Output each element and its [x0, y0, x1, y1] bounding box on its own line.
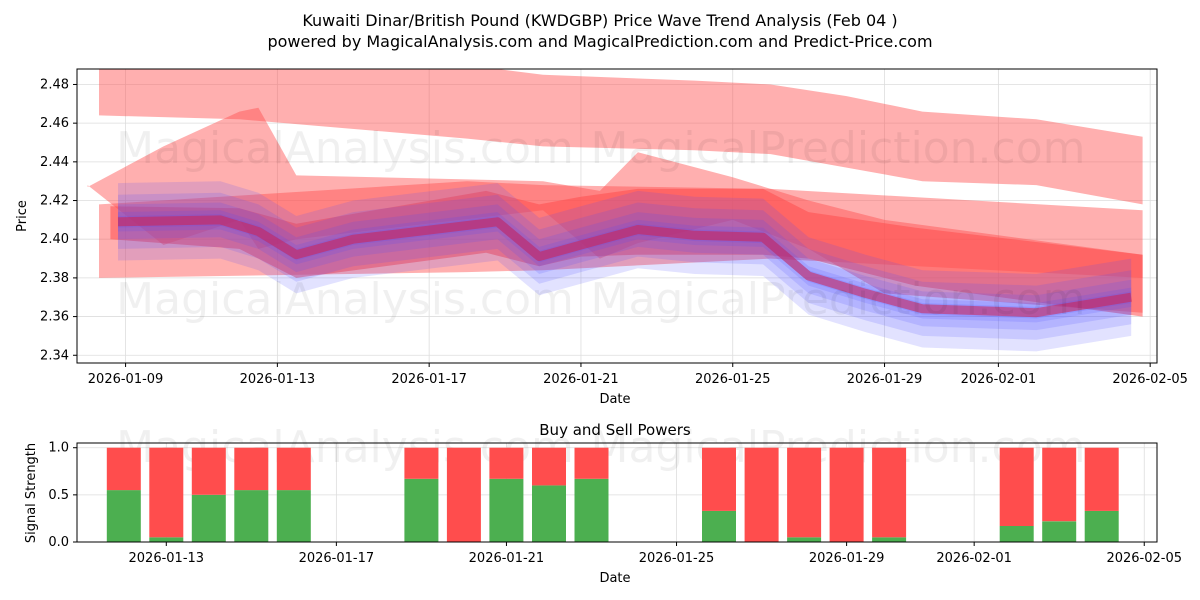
signal-xtick-label: 2026-01-17 [299, 551, 375, 566]
sell-bar [1084, 447, 1119, 511]
signal-ylabel: Signal Strength [24, 443, 39, 543]
signal-xtick-label: 2026-01-13 [129, 551, 205, 566]
price-ytick-label: 2.48 [40, 77, 69, 92]
sell-bar [106, 447, 141, 491]
watermark-analysis-mid: MagicalAnalysis.com [116, 274, 574, 325]
red-wave-band-1 [99, 69, 1143, 205]
price-xlabel: Date [599, 392, 630, 407]
blue-wave-band-1 [118, 181, 1132, 352]
signal-ytick-label: 1.0 [48, 441, 69, 456]
watermark-prediction-top: MagicalPrediction.com [591, 123, 1086, 174]
signal-xtick-label: 2026-01-25 [639, 551, 715, 566]
price-ytick-label: 2.36 [40, 310, 69, 325]
chart-title-line2: powered by MagicalAnalysis.com and Magic… [267, 32, 932, 51]
sell-bar [1042, 447, 1077, 522]
signal-bars [106, 447, 1119, 542]
price-ytick-label: 2.34 [40, 348, 69, 363]
sell-bar [276, 447, 311, 491]
signal-xtick-label: 2026-02-05 [1106, 551, 1182, 566]
buy-bar [489, 478, 524, 542]
sell-bar [574, 447, 609, 479]
sell-bar [702, 447, 736, 511]
sell-bar [787, 447, 822, 538]
signal-xtick-label: 2026-01-21 [469, 551, 545, 566]
signal-axes-frame [76, 442, 1158, 543]
price-xtick-label: 2026-01-21 [543, 372, 619, 387]
price-xtick-label: 2026-01-29 [847, 372, 923, 387]
buy-bar [532, 485, 566, 542]
price-axes-frame [76, 68, 1158, 364]
signal-ytick-label: 0.0 [48, 535, 69, 550]
price-xtick-label: 2026-01-13 [240, 372, 316, 387]
buy-bar [404, 478, 439, 542]
red-wave-band-4 [110, 188, 1143, 317]
signal-title: Buy and Sell Powers [539, 421, 691, 439]
buy-bar [574, 478, 609, 542]
signal-xtick-label: 2026-02-01 [936, 551, 1012, 566]
price-ytick-label: 2.44 [40, 155, 69, 170]
sell-bar [999, 447, 1034, 526]
buy-bar [149, 537, 184, 542]
sell-bar [149, 447, 184, 538]
signal-xlabel: Date [599, 571, 630, 586]
price-xtick-label: 2026-01-17 [391, 372, 467, 387]
price-xtick-label: 2026-01-09 [88, 372, 164, 387]
watermark-prediction-mid: MagicalPrediction.com [591, 274, 1086, 325]
signal-axis-ticks: 2026-01-13 2026-01-17 2026-01-21 2026-01-25… [48, 441, 1182, 566]
price-watermarks: MagicalAnalysis.com MagicalPrediction.co… [116, 123, 1085, 325]
buy-bar [787, 537, 822, 542]
price-axis-ticks: 2026-01-09 2026-01-13 2026-01-17 2026-01-21… [40, 77, 1188, 387]
sell-bar [872, 447, 907, 538]
sell-bar [489, 447, 524, 479]
price-ytick-label: 2.38 [40, 271, 69, 286]
signal-xtick-label: 2026-01-29 [809, 551, 885, 566]
price-ytick-label: 2.46 [40, 116, 69, 131]
sell-bar [404, 447, 439, 479]
price-ylabel: Price [15, 200, 30, 232]
blue-wave-band-2 [118, 192, 1132, 340]
buy-bar [999, 526, 1034, 542]
buy-bar [191, 494, 226, 542]
sell-bar [446, 447, 481, 542]
watermark-analysis-top: MagicalAnalysis.com [116, 123, 574, 174]
buy-bar [702, 510, 736, 542]
buy-bar [276, 490, 311, 542]
chart-title-line1: Kuwaiti Dinar/British Pound (KWDGBP) Pri… [302, 11, 897, 30]
price-xtick-label: 2026-01-25 [695, 372, 771, 387]
price-xtick-label: 2026-02-05 [1112, 372, 1188, 387]
sell-bar [829, 447, 864, 542]
price-wave-bands [87, 69, 1143, 352]
sell-bar [532, 447, 566, 486]
buy-bar [106, 490, 141, 542]
signal-ytick-label: 0.5 [48, 488, 69, 503]
buy-bar [234, 490, 269, 542]
sell-bar [234, 447, 269, 491]
sell-bar [191, 447, 226, 495]
buy-bar [1042, 521, 1077, 542]
sell-bar [744, 447, 779, 542]
price-ytick-label: 2.42 [40, 194, 69, 209]
buy-bar [1084, 510, 1119, 542]
price-ytick-label: 2.40 [40, 232, 69, 247]
buy-bar [872, 537, 907, 542]
core-trend-line [117, 215, 1132, 318]
price-xtick-label: 2026-02-01 [961, 372, 1037, 387]
